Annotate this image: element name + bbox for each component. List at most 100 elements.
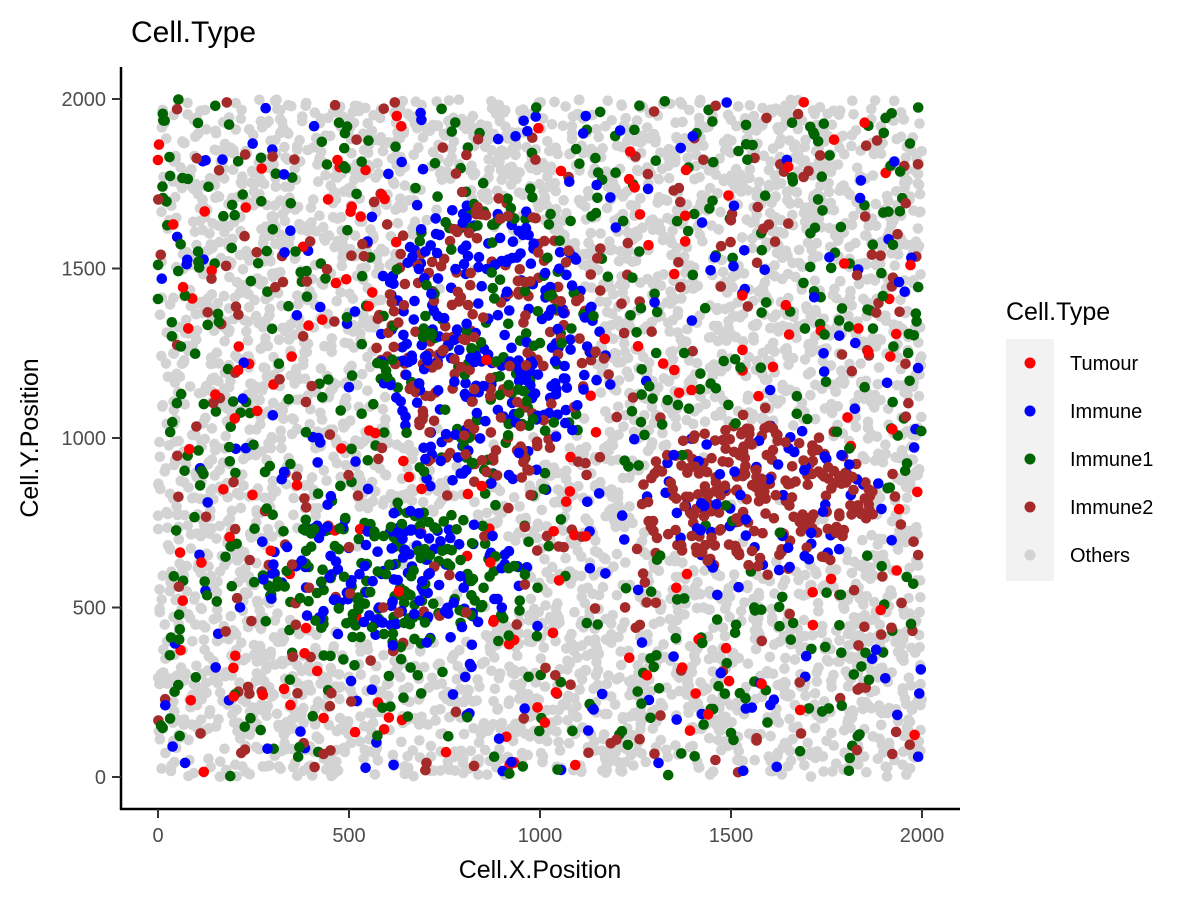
point-others <box>267 688 279 700</box>
point-immune <box>583 725 594 736</box>
point-others <box>684 104 695 116</box>
point-others <box>279 325 291 337</box>
point-immune1 <box>755 362 767 374</box>
point-others <box>655 697 667 709</box>
point-others <box>504 695 515 706</box>
point-others <box>159 619 171 630</box>
point-others <box>846 129 858 141</box>
point-others <box>594 296 605 307</box>
point-others <box>699 416 711 428</box>
point-others <box>861 767 872 778</box>
point-tumour <box>363 301 375 312</box>
point-others <box>611 589 623 601</box>
point-immune <box>445 632 456 643</box>
point-others <box>178 357 189 368</box>
point-others <box>714 570 726 582</box>
point-others <box>866 397 877 408</box>
point-others <box>296 115 308 127</box>
point-immune <box>372 546 383 557</box>
point-others <box>687 740 698 752</box>
point-others <box>369 675 381 686</box>
point-others <box>632 165 644 177</box>
point-others <box>583 635 594 646</box>
point-others <box>826 398 837 410</box>
point-immune <box>506 756 517 768</box>
point-others <box>481 769 493 780</box>
point-others <box>800 134 811 146</box>
point-others <box>212 298 224 309</box>
point-immune1 <box>707 116 718 127</box>
point-others <box>485 646 496 657</box>
point-others <box>834 656 845 667</box>
point-immune2 <box>892 228 903 240</box>
point-others <box>833 232 844 244</box>
point-others <box>737 309 749 320</box>
point-others <box>379 391 391 403</box>
point-others <box>407 453 418 465</box>
point-others <box>718 175 730 187</box>
point-immune1 <box>300 514 312 526</box>
point-immune <box>324 572 335 583</box>
point-others <box>756 413 768 425</box>
point-others <box>200 124 212 135</box>
point-others <box>903 672 915 684</box>
point-others <box>624 472 635 483</box>
point-others <box>240 696 252 708</box>
point-others <box>733 101 744 112</box>
point-immune1 <box>798 277 809 289</box>
point-immune1 <box>676 748 687 759</box>
point-others <box>898 114 910 125</box>
point-others <box>650 137 661 148</box>
point-others <box>273 719 284 731</box>
point-others <box>720 603 731 615</box>
point-immune2 <box>531 545 543 556</box>
point-immune1 <box>894 206 906 217</box>
point-others <box>473 737 485 748</box>
point-others <box>609 699 621 710</box>
point-immune1 <box>592 192 603 204</box>
point-others <box>244 124 255 135</box>
point-others <box>270 238 281 250</box>
point-others <box>208 613 220 625</box>
point-others <box>318 232 330 244</box>
point-immune1 <box>301 291 313 303</box>
point-others <box>826 119 838 131</box>
point-others <box>558 195 569 206</box>
point-others <box>564 658 576 669</box>
point-others <box>757 102 768 114</box>
point-others <box>670 412 681 424</box>
point-others <box>214 236 225 248</box>
point-others <box>906 704 918 715</box>
point-others <box>765 156 777 167</box>
point-others <box>275 127 286 139</box>
point-immune <box>266 568 278 579</box>
point-others <box>769 346 780 357</box>
point-others <box>296 665 308 677</box>
point-others <box>625 749 637 761</box>
point-others <box>660 439 672 451</box>
point-others <box>751 209 762 220</box>
point-others <box>219 743 230 755</box>
point-immune1 <box>349 660 360 671</box>
point-others <box>641 122 653 133</box>
point-immune2 <box>213 165 225 176</box>
point-others <box>670 421 682 432</box>
point-immune <box>532 620 543 632</box>
point-others <box>312 696 324 707</box>
point-others <box>666 249 677 261</box>
point-others <box>653 382 664 393</box>
point-immune2 <box>793 438 805 449</box>
point-immune <box>443 524 455 535</box>
point-immune <box>507 236 519 247</box>
point-others <box>213 358 224 369</box>
point-others <box>429 705 441 716</box>
point-others <box>301 346 313 358</box>
point-immune1 <box>292 751 304 763</box>
point-immune2 <box>479 531 490 542</box>
point-others <box>823 186 835 198</box>
point-others <box>538 642 550 653</box>
point-others <box>235 502 247 514</box>
point-others <box>180 314 192 326</box>
point-immune <box>768 694 780 705</box>
point-others <box>716 409 727 421</box>
